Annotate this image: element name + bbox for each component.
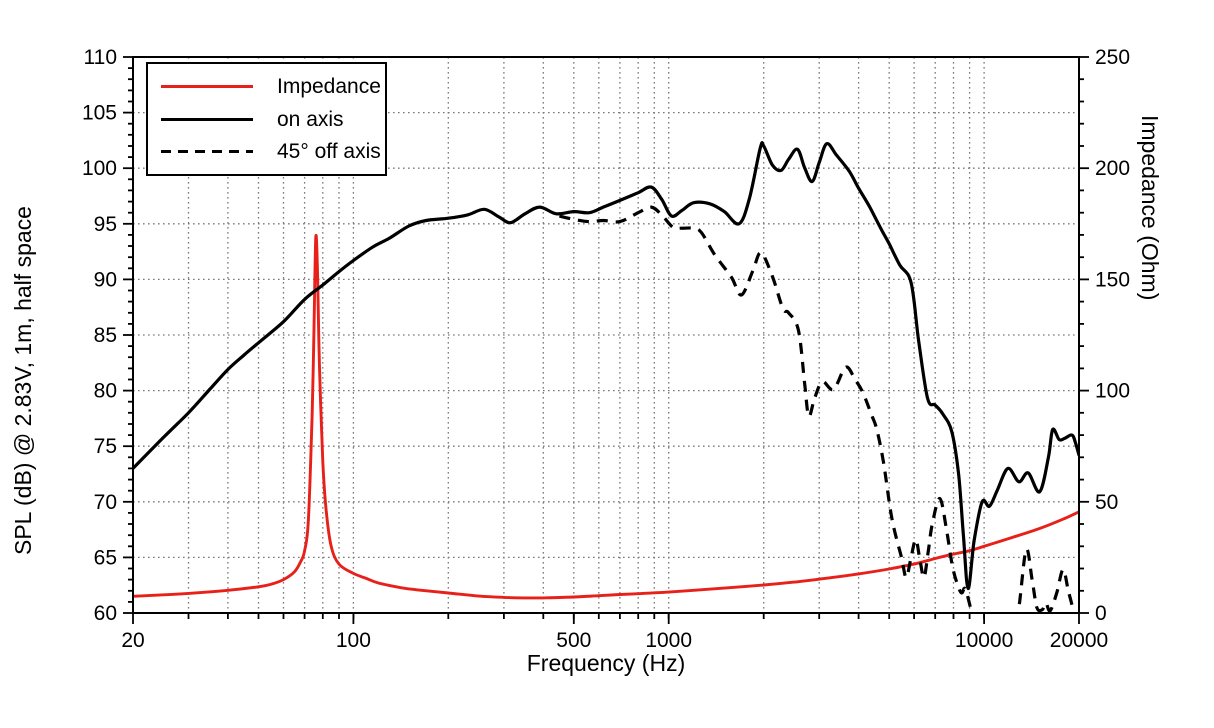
x-tick-label: 10000: [955, 629, 1013, 652]
left-tick-label: 80: [94, 380, 117, 403]
legend-label: Impedance: [277, 74, 381, 98]
left-tick-label: 75: [94, 435, 117, 458]
left-tick-label: 60: [94, 602, 117, 625]
x-tick-label: 500: [556, 629, 591, 652]
off-axis-line-swatch: [161, 150, 253, 154]
legend-item-impedance: Impedance: [161, 76, 385, 97]
right-axis-title: Impedance (Ohm): [1137, 115, 1163, 301]
left-tick-label: 110: [84, 46, 117, 69]
x-axis-title: Frequency (Hz): [526, 650, 686, 676]
left-tick-label: 65: [94, 546, 117, 569]
left-tick-label: 100: [82, 157, 117, 180]
right-tick-label: 250: [1095, 46, 1130, 69]
left-tick-label: 85: [94, 324, 117, 347]
x-tick-label: 1000: [645, 629, 692, 652]
x-tick-label: 20: [121, 629, 144, 652]
left-tick-label: 105: [82, 102, 117, 125]
series-45-off-axis: [559, 205, 1076, 613]
impedance-line-swatch: [161, 84, 253, 88]
tick-labels: 20 100 500 1000 10000 20000606570758085909510…: [82, 46, 1130, 652]
left-tick-label: 70: [94, 491, 117, 514]
legend: Impedance on axis 45° off axis: [146, 62, 387, 176]
plot-border: [132, 56, 1080, 614]
left-tick-label: 95: [94, 213, 117, 236]
legend-label: 45° off axis: [277, 140, 381, 164]
series-impedance: [133, 233, 1079, 600]
x-tick-label: 20000: [1050, 629, 1108, 652]
right-tick-label: 50: [1095, 491, 1118, 514]
legend-label: on axis: [277, 107, 344, 131]
left-tick-label: 90: [94, 268, 117, 291]
series-group: [133, 141, 1079, 613]
right-tick-label: 150: [1095, 268, 1130, 291]
on-axis-line-swatch: [161, 117, 253, 121]
left-axis-title: SPL (dB) @ 2.83V, 1m, half space: [10, 206, 36, 555]
x-tick-label: 100: [336, 629, 371, 652]
right-tick-label: 200: [1095, 157, 1130, 180]
right-tick-label: 0: [1095, 602, 1107, 625]
legend-item-on-axis: on axis: [161, 109, 385, 130]
legend-item-45-off-axis: 45° off axis: [161, 141, 385, 162]
series-on-axis: [133, 141, 1079, 591]
right-tick-label: 100: [1095, 380, 1130, 403]
